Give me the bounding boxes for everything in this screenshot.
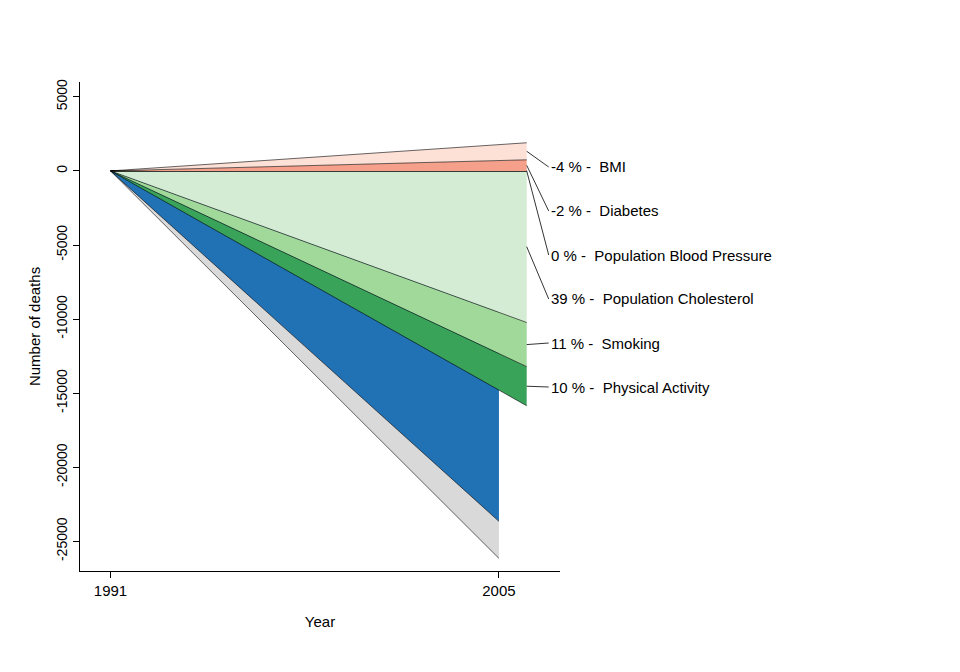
svg-text:-10000: -10000 [54,295,70,339]
svg-text:Year: Year [305,613,335,630]
svg-text:0: 0 [54,165,70,173]
svg-text:-25000: -25000 [54,517,70,561]
svg-text:10 % - Physical Activity: 10 % - Physical Activity [551,379,710,396]
svg-text:2005: 2005 [482,582,515,599]
svg-text:5000: 5000 [54,79,70,110]
svg-text:-2 % - Diabetes: -2 % - Diabetes [551,202,659,219]
svg-text:1991: 1991 [94,582,127,599]
svg-text:-20000: -20000 [54,443,70,487]
svg-text:-5000: -5000 [54,225,70,261]
svg-text:-4 % - BMI: -4 % - BMI [551,158,626,175]
svg-text:0 % - Population Blood Pressu: 0 % - Population Blood Pressure [551,247,772,264]
svg-text:-15000: -15000 [54,369,70,413]
svg-text:39 % - Population Cholesterol: 39 % - Population Cholesterol [551,290,754,307]
svg-text:Number of deaths: Number of deaths [26,267,43,386]
svg-text:11 % - Smoking: 11 % - Smoking [551,335,660,352]
